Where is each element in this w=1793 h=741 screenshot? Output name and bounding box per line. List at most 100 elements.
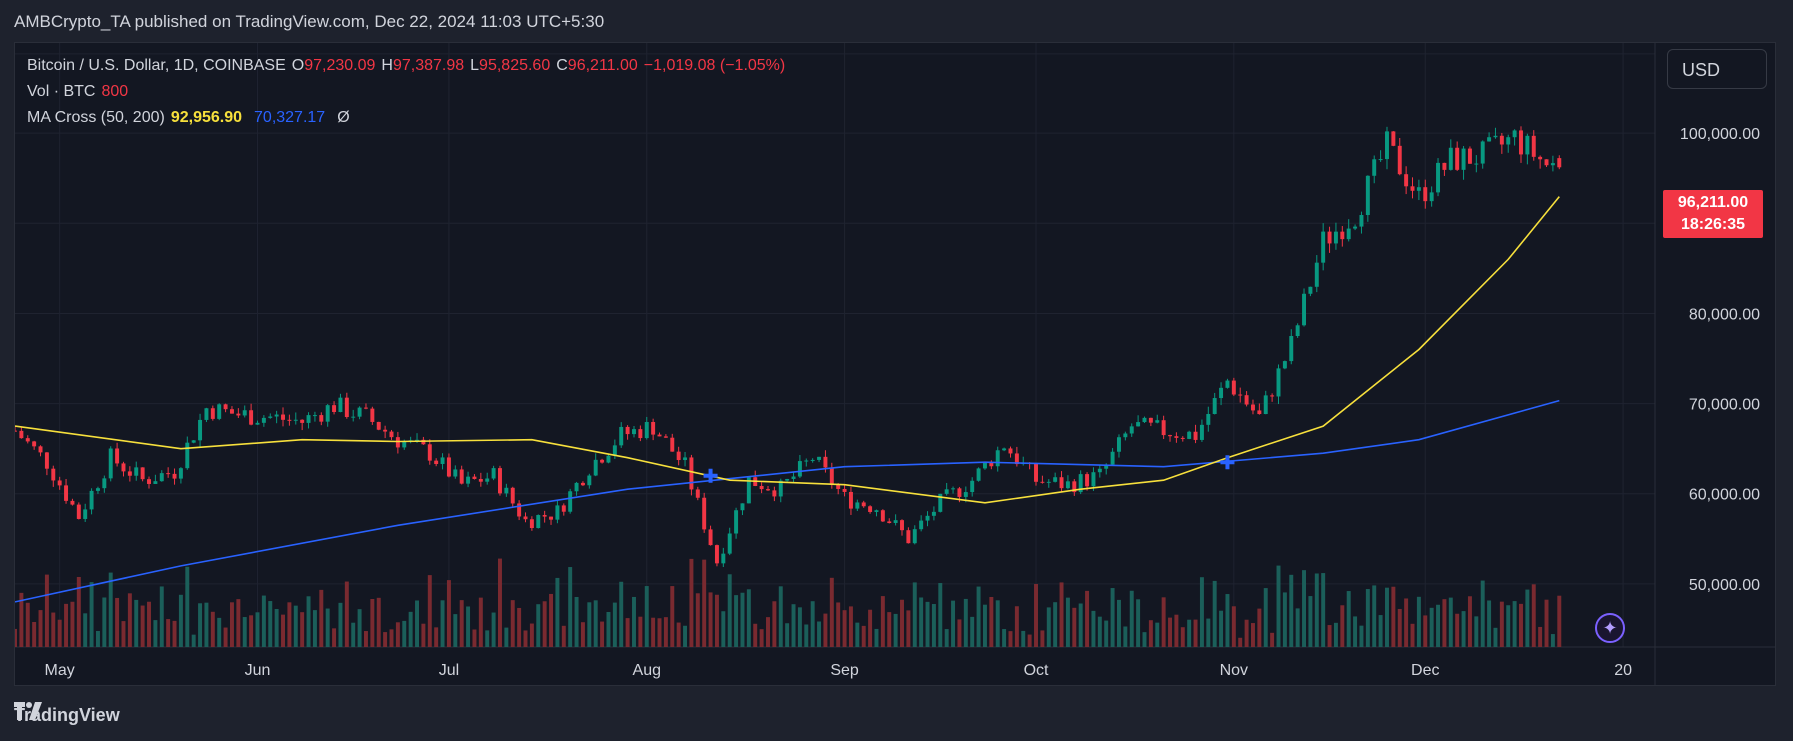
- legend-ma-label[interactable]: MA Cross (50, 200): [27, 109, 165, 126]
- candle-body: [1168, 435, 1172, 437]
- volume-bar: [900, 599, 904, 647]
- legend-volume-value: 800: [101, 83, 129, 100]
- candle-body: [249, 410, 254, 425]
- candle-body: [1295, 325, 1300, 337]
- footer-brand[interactable]: TradingView: [14, 704, 120, 725]
- volume-bar: [102, 597, 107, 647]
- volume-bar: [115, 597, 120, 647]
- candle-body: [1097, 468, 1102, 473]
- candle-body: [1480, 141, 1485, 164]
- candle-body: [274, 414, 279, 417]
- candle-body: [1187, 431, 1192, 439]
- candle-body: [708, 529, 713, 546]
- volume-bar: [1136, 599, 1141, 647]
- candle-body: [938, 493, 943, 512]
- candle-body: [306, 415, 311, 423]
- volume-bar: [402, 620, 407, 647]
- candle-body: [797, 461, 802, 477]
- candle-body: [1493, 135, 1498, 138]
- volume-bar: [1008, 631, 1013, 647]
- candle-body: [1180, 437, 1185, 439]
- price-chart[interactable]: 50,000.0060,000.0070,000.0080,000.0090,0…: [15, 43, 1776, 686]
- candle-body: [95, 488, 100, 491]
- volume-bar: [1282, 592, 1287, 647]
- candle-body: [612, 445, 617, 456]
- volume-bar: [1531, 584, 1536, 647]
- volume-bar: [1385, 587, 1389, 647]
- volume-bar: [281, 614, 285, 647]
- candle-body: [1474, 163, 1479, 165]
- volume-bar: [1065, 597, 1070, 647]
- volume-bar: [255, 612, 260, 647]
- volume-bar: [612, 602, 617, 647]
- legend-ma-row: MA Cross (50, 200) 92,956.90 70,327.17 Ø: [27, 105, 785, 131]
- candle-body: [15, 430, 17, 432]
- assistant-sparkle-icon[interactable]: ✦: [1595, 613, 1625, 643]
- candle-body: [1116, 437, 1121, 452]
- candle-body: [1053, 477, 1058, 482]
- currency-button[interactable]: USD: [1667, 49, 1767, 89]
- volume-bar: [344, 581, 349, 647]
- time-tick-label: May: [45, 662, 75, 679]
- volume-bar: [306, 596, 311, 647]
- candle-body: [357, 407, 362, 417]
- candle-body: [695, 489, 700, 498]
- volume-bar: [855, 622, 860, 647]
- time-tick-label: 20: [1614, 662, 1632, 679]
- candle-body: [1538, 156, 1543, 160]
- candle-body: [1270, 395, 1275, 397]
- candle-body: [1557, 158, 1562, 168]
- volume-bar: [210, 611, 215, 647]
- volume-bar: [1193, 619, 1198, 647]
- candle-body: [1014, 453, 1019, 465]
- candle-body: [108, 448, 113, 479]
- legend-symbol[interactable]: Bitcoin / U.S. Dollar, 1D, COINBASE: [27, 57, 286, 74]
- legend-volume-label[interactable]: Vol · BTC: [27, 83, 96, 100]
- candle-body: [115, 448, 120, 464]
- candle-body: [887, 521, 892, 523]
- countdown-timer: 18:26:35: [1680, 216, 1746, 233]
- candle-body: [714, 545, 719, 564]
- volume-bar: [70, 601, 75, 647]
- candle-body: [663, 436, 668, 438]
- candle-body: [836, 485, 841, 489]
- candle-body: [759, 486, 764, 490]
- volume-bar: [772, 601, 777, 647]
- volume-bar: [440, 600, 445, 647]
- volume-bar: [823, 613, 828, 647]
- candle-body: [198, 419, 203, 441]
- volume-bar: [861, 625, 866, 647]
- volume-bar: [478, 597, 483, 647]
- volume-bar: [363, 631, 368, 647]
- candle-body: [1302, 293, 1307, 326]
- volume-bar: [727, 574, 732, 647]
- candle-body: [1550, 163, 1555, 166]
- candle-body: [529, 519, 534, 529]
- volume-bar: [574, 596, 579, 647]
- volume-bar: [1550, 634, 1555, 647]
- volume-bar: [153, 620, 158, 647]
- volume-bar: [1544, 599, 1549, 647]
- candle-body: [619, 426, 624, 446]
- candle-body: [702, 497, 707, 530]
- volume-bar: [1059, 582, 1064, 647]
- volume-bar: [510, 600, 515, 647]
- candle-body: [261, 417, 266, 423]
- candle-body: [185, 442, 190, 469]
- chart-frame[interactable]: 50,000.0060,000.0070,000.0080,000.0090,0…: [14, 42, 1776, 686]
- volume-bar: [1034, 583, 1038, 647]
- volume-bar: [319, 589, 324, 647]
- candle-body: [1282, 361, 1287, 369]
- candle-body: [555, 505, 560, 520]
- candle-body: [970, 480, 975, 493]
- candle-body: [900, 520, 904, 531]
- candle-body: [210, 408, 215, 419]
- volume-bar: [172, 620, 177, 647]
- candle-body: [912, 529, 917, 544]
- volume-bar: [759, 629, 764, 647]
- volume-bar: [1333, 622, 1338, 647]
- volume-bar: [632, 596, 636, 647]
- volume-bar: [1257, 608, 1262, 647]
- candle-body: [727, 533, 732, 554]
- volume-bar: [995, 600, 1000, 647]
